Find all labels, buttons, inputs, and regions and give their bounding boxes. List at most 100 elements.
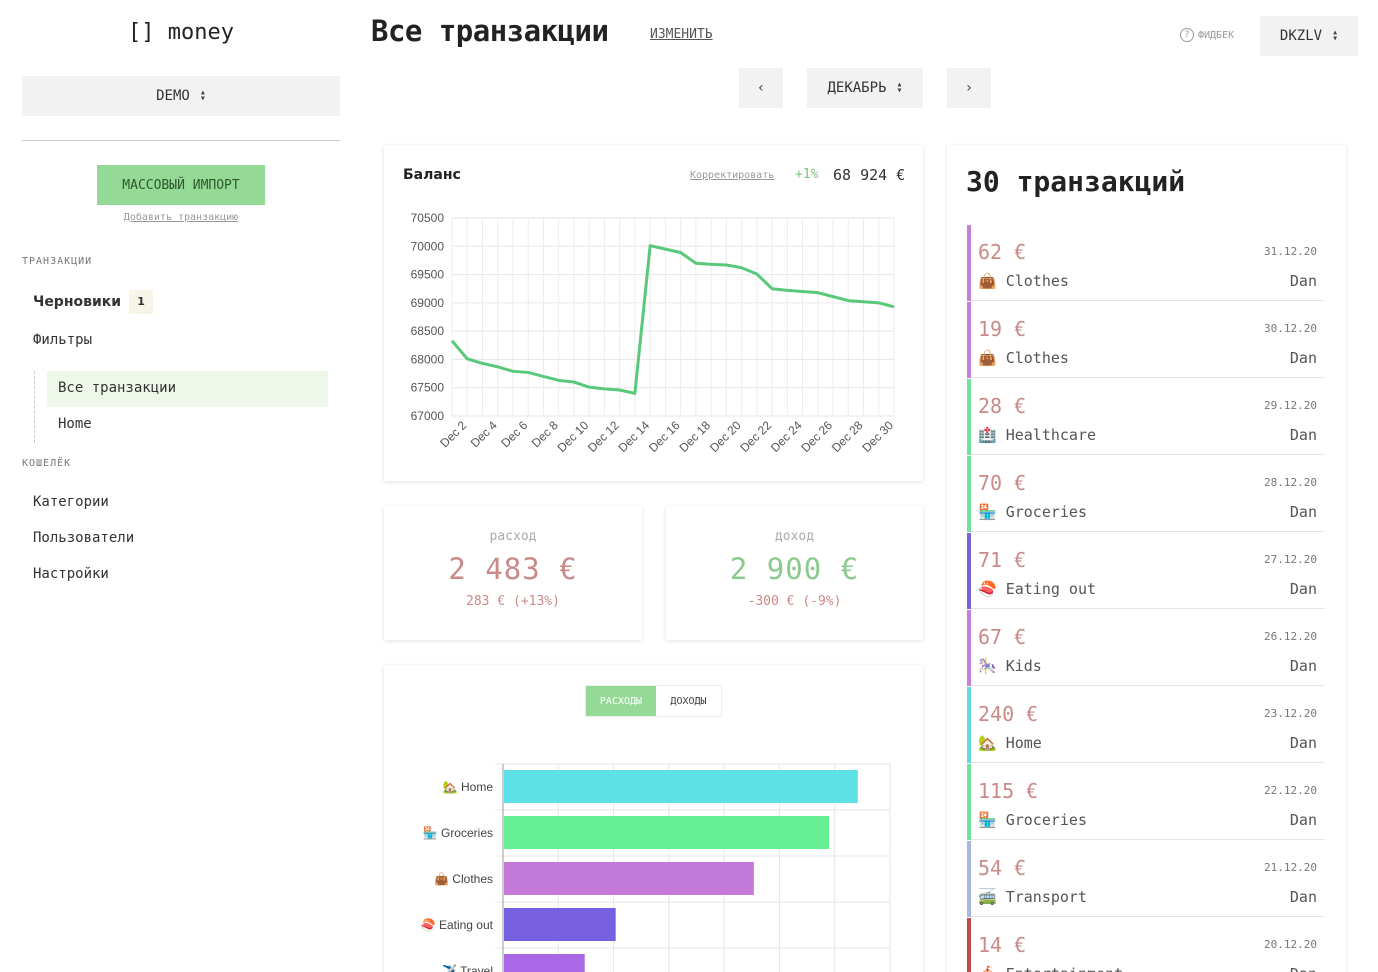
category-label: 👜 Clothes xyxy=(434,872,493,886)
transaction-user: Dan xyxy=(1289,657,1317,675)
x-tick-label: Dec 18 xyxy=(676,418,713,455)
transaction-row[interactable]: 70 € 28.12.20 🏪 Groceries Dan xyxy=(967,456,1325,532)
sidebar-item-drafts[interactable]: Черновики 1 xyxy=(33,290,154,314)
transaction-category: 👜 Clothes xyxy=(978,349,1069,367)
income-value: 2 900 € xyxy=(729,552,860,586)
category-color-bar xyxy=(967,841,971,917)
transaction-category: 🏡 Home xyxy=(978,734,1042,752)
transaction-user: Dan xyxy=(1289,888,1317,906)
income-label: доход xyxy=(774,529,815,544)
income-card: доход 2 900 € -300 € (-9%) xyxy=(666,506,923,640)
category-color-bar xyxy=(967,456,971,532)
add-transaction-link[interactable]: Добавить транзакцию xyxy=(123,212,239,223)
category-color-bar xyxy=(967,302,971,378)
transaction-amount: 54 € xyxy=(978,856,1027,880)
category-label: 🏪 Groceries xyxy=(423,826,493,840)
transaction-row[interactable]: 67 € 26.12.20 🎠 Kids Dan xyxy=(967,610,1325,686)
transaction-row[interactable]: 115 € 22.12.20 🏪 Groceries Dan xyxy=(967,764,1325,840)
transaction-category: 👜 Clothes xyxy=(978,272,1069,290)
category-color-bar xyxy=(967,225,971,301)
transaction-row[interactable]: 28 € 29.12.20 🏥 Healthcare Dan xyxy=(967,379,1325,455)
y-tick-label: 67000 xyxy=(411,409,445,423)
transactions-section-label: ТРАНЗАКЦИИ xyxy=(22,256,93,267)
x-tick-label: Dec 6 xyxy=(498,418,530,450)
adjust-balance-link[interactable]: Корректировать xyxy=(690,170,775,181)
y-tick-label: 69000 xyxy=(411,296,445,310)
filters-tree-line xyxy=(34,371,35,443)
sidebar-item-categories[interactable]: Категории xyxy=(33,494,109,510)
filter-item-home[interactable]: Home xyxy=(58,416,92,432)
x-tick-label: Dec 22 xyxy=(737,418,774,455)
transaction-date: 29.12.20 xyxy=(1264,399,1317,412)
account-select[interactable]: DKZLV ▴ ▾ xyxy=(1260,16,1358,56)
next-month-button[interactable]: › xyxy=(947,68,991,108)
transaction-date: 21.12.20 xyxy=(1264,861,1317,874)
category-bar-chart: 🏡 Home 🏪 Groceries 👜 Clothes 🍣 Eating out ✈️… xyxy=(421,763,891,972)
toggle-incomes[interactable]: ДОХОДЫ xyxy=(670,695,707,707)
x-tick-label: Dec 4 xyxy=(468,418,500,450)
balance-series-line xyxy=(450,244,895,395)
x-tick-label: Dec 14 xyxy=(615,418,652,455)
category-bar xyxy=(504,908,616,941)
transaction-date: 20.12.20 xyxy=(1264,938,1317,951)
transaction-category: 🚎 Transport xyxy=(978,888,1087,906)
x-tick-label: Dec 26 xyxy=(798,418,835,455)
drafts-count-badge: 1 xyxy=(129,290,154,314)
transaction-user: Dan xyxy=(1289,734,1317,752)
transaction-date: 27.12.20 xyxy=(1264,553,1317,566)
transaction-row[interactable]: 240 € 23.12.20 🏡 Home Dan xyxy=(967,687,1325,763)
y-tick-label: 68000 xyxy=(411,352,445,366)
expense-value: 2 483 € xyxy=(448,552,578,586)
question-icon: ? xyxy=(1180,28,1194,42)
transaction-date: 23.12.20 xyxy=(1264,707,1317,720)
transaction-row[interactable]: 62 € 31.12.20 👜 Clothes Dan xyxy=(967,225,1325,301)
transaction-date: 28.12.20 xyxy=(1264,476,1317,489)
transaction-amount: 67 € xyxy=(978,625,1027,649)
expense-delta: 283 € (+13%) xyxy=(466,594,560,609)
transaction-date: 26.12.20 xyxy=(1264,630,1317,643)
transaction-row[interactable]: 19 € 30.12.20 👜 Clothes Dan xyxy=(967,302,1325,378)
app-logo[interactable]: [] money xyxy=(128,20,234,45)
sidebar-item-users[interactable]: Пользователи xyxy=(33,530,135,546)
balance-change: +1% xyxy=(795,167,819,182)
category-color-bar xyxy=(967,918,971,972)
workspace-select[interactable]: DEMO ▴ ▾ xyxy=(22,76,340,116)
filter-item-all[interactable]: Все транзакции xyxy=(58,380,177,396)
feedback-link[interactable]: ? ФИДБЕК xyxy=(1180,28,1234,42)
balance-label: Баланс xyxy=(403,167,461,183)
chevron-updown-icon: ▴ ▾ xyxy=(896,79,903,96)
prev-month-button[interactable]: ‹ xyxy=(739,68,783,108)
transaction-date: 31.12.20 xyxy=(1264,245,1317,258)
transaction-user: Dan xyxy=(1289,503,1317,521)
sidebar-item-filters[interactable]: Фильтры xyxy=(33,332,93,348)
toggle-expenses[interactable]: РАСХОДЫ xyxy=(586,686,656,716)
category-bar xyxy=(504,770,858,803)
transaction-category: 🎪 Entertainment xyxy=(978,965,1123,972)
edit-filter-link[interactable]: ИЗМЕНИТЬ xyxy=(650,27,713,42)
month-select[interactable]: ДЕКАБРЬ ▴ ▾ xyxy=(807,68,923,108)
y-tick-label: 70500 xyxy=(411,211,445,225)
transaction-row[interactable]: 14 € 20.12.20 🎪 Entertainment Dan xyxy=(967,918,1325,972)
account-label: DKZLV xyxy=(1279,28,1323,44)
transaction-user: Dan xyxy=(1289,580,1317,598)
transaction-category: 🏥 Healthcare xyxy=(978,426,1097,444)
x-tick-label: Dec 10 xyxy=(555,418,592,455)
transaction-category: 🍣 Eating out xyxy=(978,580,1097,598)
category-bar xyxy=(504,862,754,895)
chevron-updown-icon: ▴ ▾ xyxy=(199,87,206,104)
sidebar-item-settings[interactable]: Настройки xyxy=(33,566,109,582)
wallet-section-label: КОШЕЛЁК xyxy=(22,458,72,469)
bulk-import-button[interactable]: МАССОВЫЙ ИМПОРТ xyxy=(97,165,265,205)
expense-card: расход 2 483 € 283 € (+13%) xyxy=(384,506,642,640)
category-color-bar xyxy=(967,379,971,455)
transaction-user: Dan xyxy=(1290,965,1317,972)
transaction-row[interactable]: 54 € 21.12.20 🚎 Transport Dan xyxy=(967,841,1325,917)
y-tick-label: 68500 xyxy=(411,324,445,338)
transaction-category: 🏪 Groceries xyxy=(978,503,1087,521)
feedback-label: ФИДБЕК xyxy=(1198,29,1235,41)
transaction-amount: 71 € xyxy=(978,548,1027,572)
transaction-user: Dan xyxy=(1289,349,1317,367)
y-tick-label: 70000 xyxy=(411,239,445,253)
transaction-row[interactable]: 71 € 27.12.20 🍣 Eating out Dan xyxy=(967,533,1325,609)
category-bar xyxy=(504,954,585,972)
